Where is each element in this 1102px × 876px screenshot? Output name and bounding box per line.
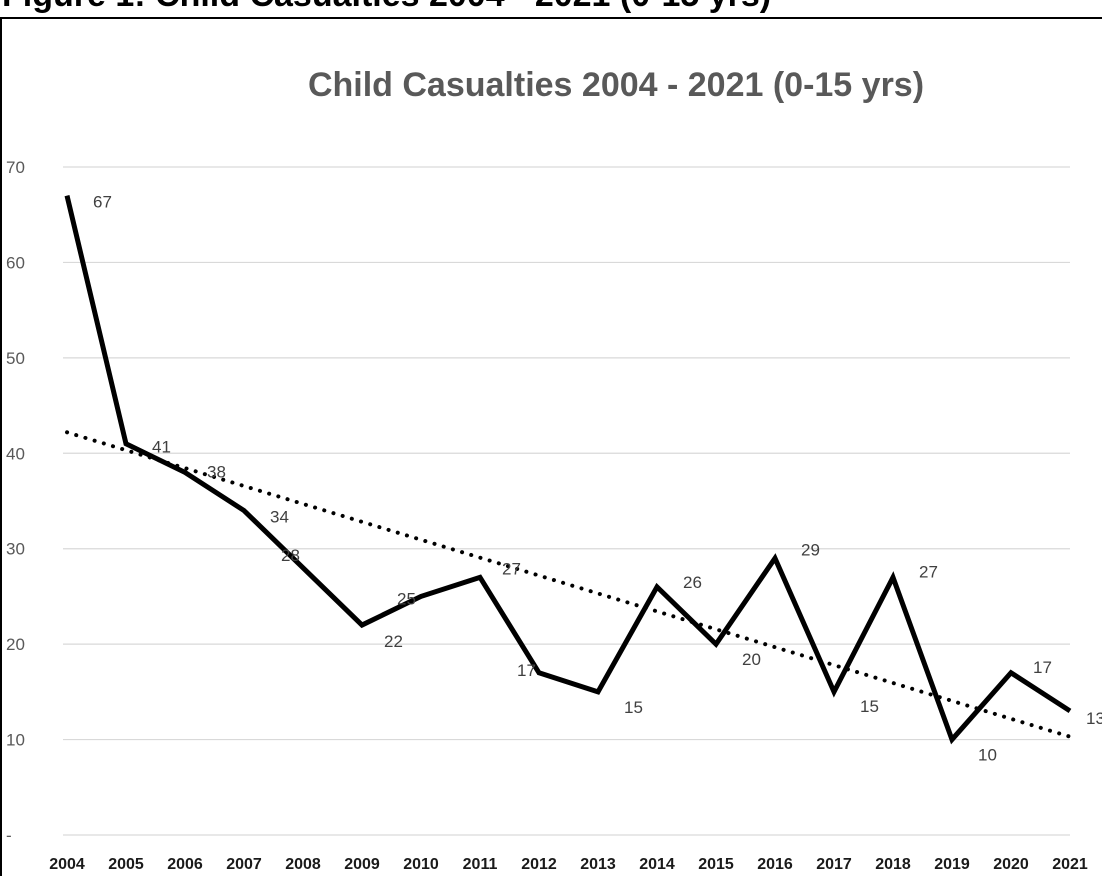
data-label: 28 [281,546,300,565]
figure-caption: Figure 1: Child Casualties 2004 - 2021 (… [2,0,771,14]
data-label: 27 [502,559,521,578]
data-label: 38 [207,462,226,481]
x-tick-label: 2005 [108,856,144,873]
y-tick-label: 70 [6,158,25,177]
y-tick-label: 30 [6,540,25,559]
series-layer [64,195,1072,745]
x-tick-label: 2016 [757,856,793,873]
trendline [65,430,1072,739]
chart-title: Child Casualties 2004 - 2021 (0-15 yrs) [308,66,924,104]
chart-border [0,17,1102,876]
x-tick-label: 2009 [344,856,380,873]
x-tick-label: 2018 [875,856,911,873]
x-tick-label: 2011 [463,856,498,873]
trendline-layer [65,430,1072,739]
data-label: 34 [270,508,289,527]
data-label: 13 [1086,709,1102,728]
data-label: 29 [801,540,820,559]
x-tick-label: 2004 [49,856,85,873]
data-label: 10 [978,746,997,765]
data-label: 26 [683,573,702,592]
series-line [64,195,1072,745]
x-tick-label: 2015 [698,856,734,873]
y-tick-label: 50 [6,349,25,368]
x-tick-label: 2012 [521,856,557,873]
data-label: 41 [152,438,171,457]
data-label: 27 [919,562,938,581]
y-tick-label: 60 [6,253,25,272]
data-label: 17 [1033,658,1052,677]
data-label: 22 [384,632,403,651]
data-label: 20 [742,650,761,669]
y-tick-label: 10 [6,731,25,750]
data-label: 15 [624,698,643,717]
data-label: 25 [397,589,416,608]
x-tick-label: 2008 [285,856,321,873]
data-labels-layer: 67 41 38 34 28 22 25 27 17 15 26 20 29 15 27 10 17 13 [93,193,1102,765]
y-tick-label: 20 [6,635,25,654]
x-tick-label: 2007 [226,856,262,873]
x-tick-label: 2020 [993,856,1029,873]
x-tick-label: 2006 [167,856,203,873]
gridlines [63,166,1070,836]
x-tick-label: 2017 [816,856,852,873]
x-tick-label: 2019 [934,856,970,873]
y-tick-label: - [6,826,12,845]
data-label: 15 [860,697,879,716]
x-tick-label: 2014 [639,856,675,873]
x-tick-label: 2010 [403,856,439,873]
x-tick-label: 2021 [1052,856,1088,873]
y-tick-label: 40 [6,444,25,463]
y-axis-tick-labels: - 10 20 30 40 50 60 70 [6,158,25,845]
data-label: 67 [93,193,112,212]
x-tick-label: 2013 [580,856,616,873]
x-axis-tick-labels: 2004 2005 2006 2007 2008 2009 2010 2011 2012 2013… [49,856,1088,873]
data-label: 17 [517,661,536,680]
